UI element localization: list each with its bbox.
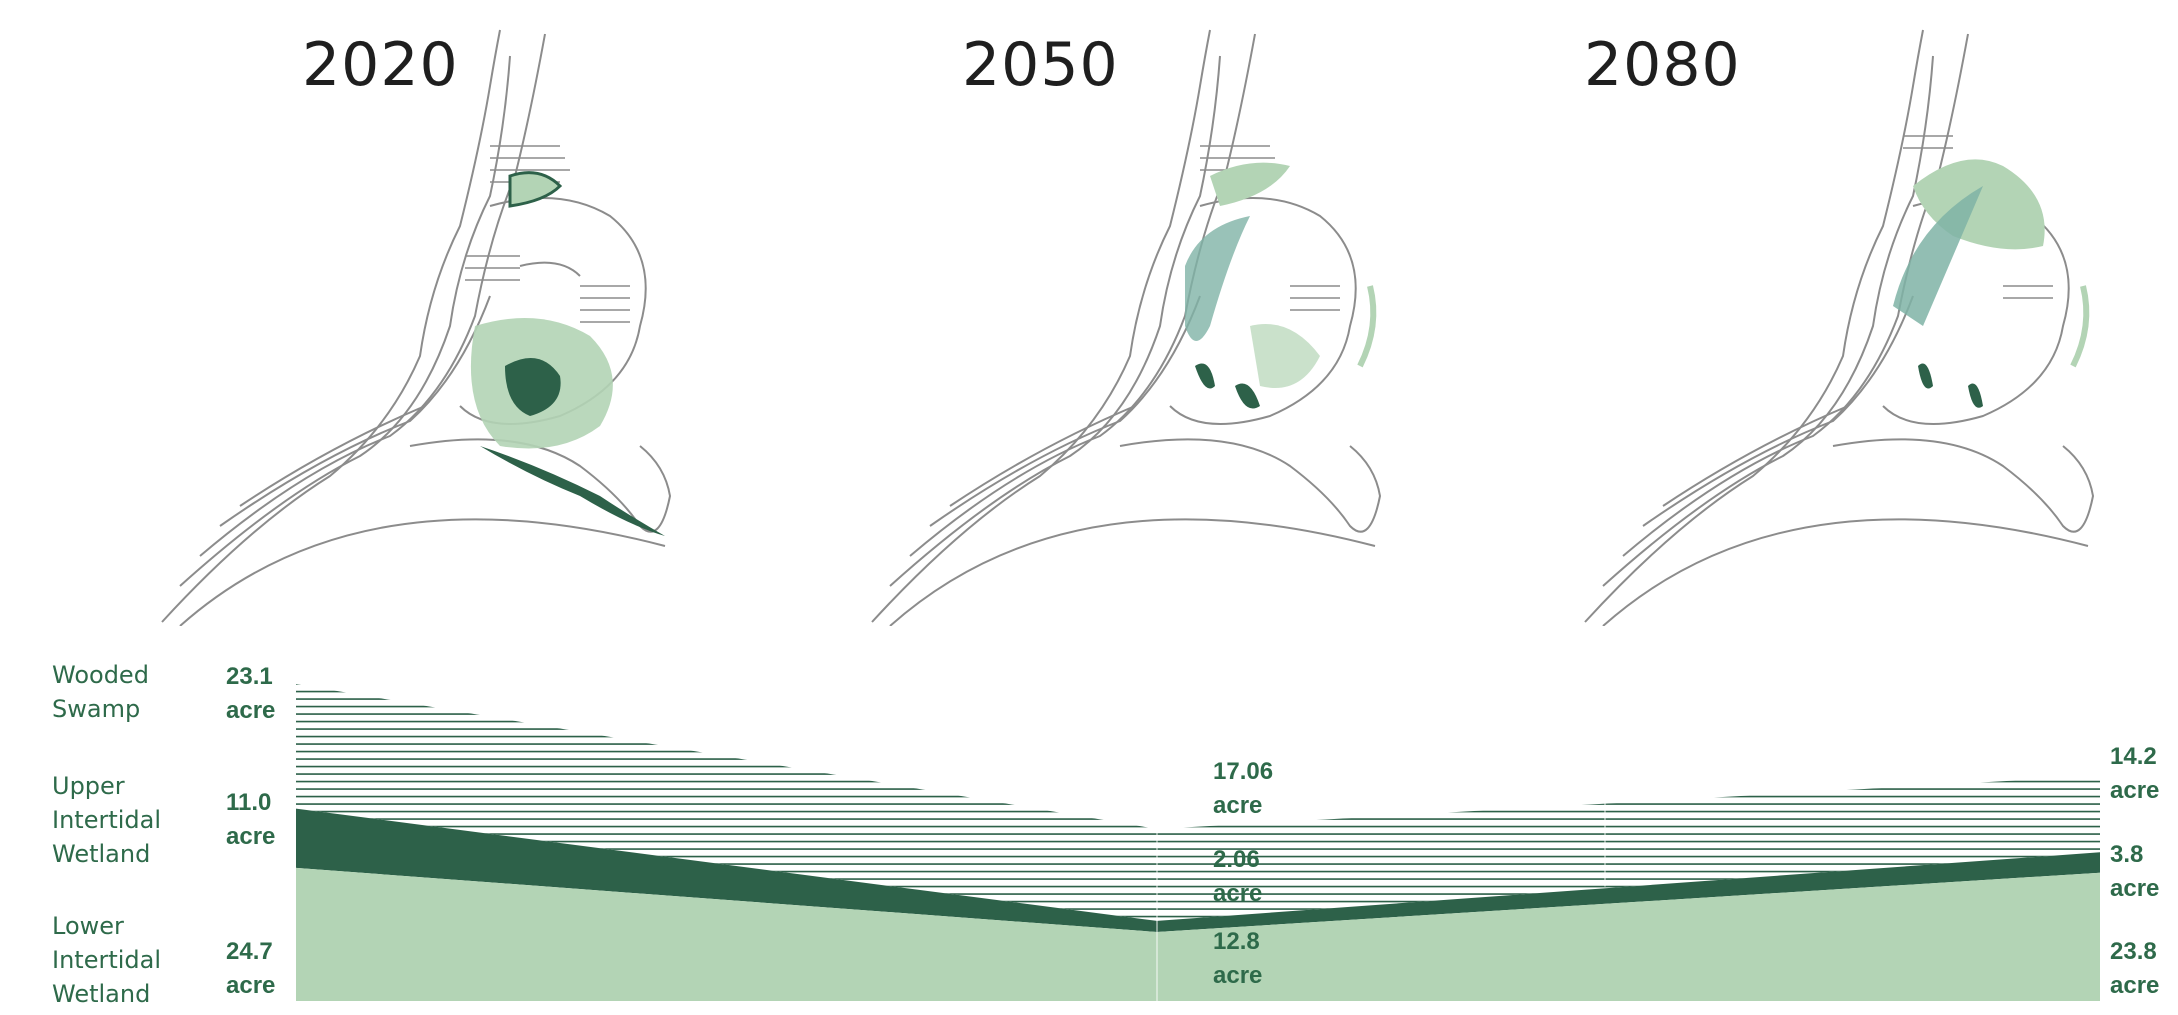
- value-wooded-swamp-2080: 14.2 acre: [2110, 743, 2160, 804]
- value-upper-intertidal-2020: 11.0 acre: [226, 789, 276, 850]
- year-title-2050: 2050: [962, 30, 1119, 100]
- label-upper-intertidal-wetland: Upper Intertidal Wetland: [52, 772, 162, 868]
- area-lower-intertidal-wetland: [296, 867, 2100, 1001]
- value-upper-intertidal-2050: 2.06 acre: [1213, 846, 1263, 907]
- site-map-2080: [1584, 29, 2095, 626]
- year-title-2020: 2020: [302, 30, 459, 100]
- area-upper-intertidal-wetland: [296, 808, 2100, 933]
- year-title-2080: 2080: [1584, 30, 1741, 100]
- value-upper-intertidal-2080: 3.8 acre: [2110, 841, 2160, 902]
- label-lower-intertidal-wetland: Lower Intertidal Wetland: [52, 912, 162, 1008]
- value-wooded-swamp-2020: 23.1 acre: [226, 663, 276, 724]
- site-map-2050: [871, 29, 1382, 626]
- value-wooded-swamp-2050: 17.06 acre: [1213, 758, 1274, 819]
- site-map-2020: [161, 29, 672, 626]
- value-lower-intertidal-2020: 24.7 acre: [226, 938, 276, 999]
- label-wooded-swamp: Wooded Swamp: [52, 661, 149, 723]
- value-lower-intertidal-2050: 12.8 acre: [1213, 928, 1263, 989]
- value-lower-intertidal-2080: 23.8 acre: [2110, 938, 2160, 999]
